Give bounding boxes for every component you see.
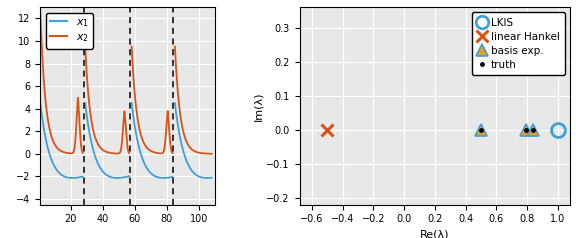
Legend: LKIS, linear Hankel, basis exp., truth: LKIS, linear Hankel, basis exp., truth xyxy=(472,12,565,75)
Y-axis label: Im(λ): Im(λ) xyxy=(253,91,264,121)
Legend: $x_1$, $x_2$: $x_1$, $x_2$ xyxy=(46,13,93,49)
X-axis label: Re(λ): Re(λ) xyxy=(420,230,450,238)
